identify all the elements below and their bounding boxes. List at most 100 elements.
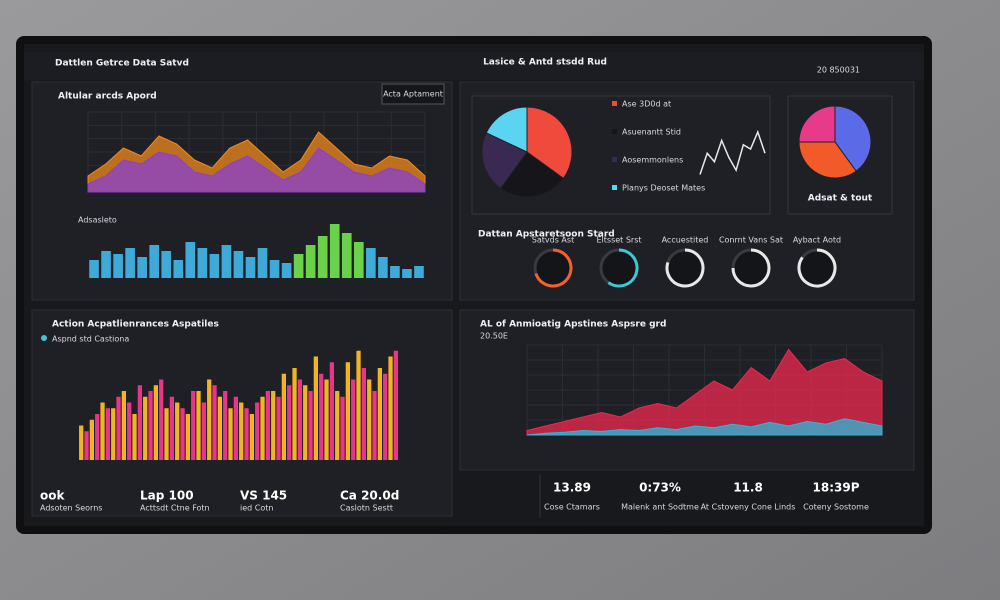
bar [260, 396, 265, 460]
bar [137, 257, 147, 278]
header-bar [24, 52, 924, 80]
stat-value: 18:39P [813, 481, 860, 495]
area [87, 147, 426, 193]
bar [116, 396, 121, 460]
bar [377, 368, 382, 460]
bar [281, 373, 286, 460]
bar [276, 396, 281, 460]
stat-label: Malenk ant Sodtme [621, 503, 699, 512]
header-right: 20 850031 [817, 66, 860, 75]
bar [95, 414, 100, 460]
bar [175, 402, 180, 460]
bar [228, 408, 233, 460]
stat-value: Ca 20.0d [340, 489, 399, 503]
bar [378, 257, 388, 278]
bar [361, 368, 366, 460]
gauge-label: Accuestited [662, 236, 709, 245]
button-label[interactable]: Acta Aptament [383, 90, 443, 99]
gauge-label: Conrnt Vans Sat [719, 236, 783, 245]
pie-slice [798, 141, 857, 179]
bar [367, 379, 372, 460]
bar [137, 385, 142, 460]
panel-title: Altular arcds Apord [58, 92, 157, 102]
bar [245, 257, 256, 278]
bar [149, 245, 160, 278]
legend-swatch [612, 157, 617, 162]
bar [233, 251, 244, 278]
line [699, 129, 766, 175]
bar [313, 356, 318, 460]
bar [340, 396, 345, 460]
bar [143, 396, 148, 460]
pie-slice [798, 105, 836, 143]
bar [239, 402, 244, 460]
bar [303, 385, 308, 460]
legend-label: Aosemmonlens [622, 156, 683, 165]
bar [191, 391, 196, 460]
bar [196, 391, 201, 460]
bar [293, 254, 304, 278]
bar [383, 373, 388, 460]
bar [366, 248, 376, 278]
bar [297, 379, 302, 460]
bar [329, 224, 340, 278]
gauge-label: Eltsset Srst [596, 236, 641, 245]
bar [101, 251, 111, 278]
bar [388, 356, 393, 460]
bar [305, 245, 316, 278]
legend-dot [41, 335, 47, 341]
stat-label: Adsoten Seorns [40, 504, 102, 513]
analysis-value: 20.50E [480, 332, 508, 341]
bar [281, 263, 292, 278]
bar [249, 414, 254, 460]
bar [341, 233, 352, 278]
area [526, 348, 883, 436]
bar [132, 414, 137, 460]
bar [414, 266, 424, 278]
stat-label: Caslotn Sestt [340, 504, 393, 513]
bar [390, 266, 400, 278]
bar [79, 425, 84, 460]
button[interactable] [381, 83, 445, 105]
bar [221, 245, 232, 278]
bar [324, 379, 329, 460]
stat-label: Cose Ctamars [544, 503, 600, 512]
gauge-label: Satvds Ast [532, 236, 574, 245]
bar [351, 379, 356, 460]
stat-label: ied Cotn [240, 504, 273, 513]
bar [372, 391, 377, 460]
bar [89, 260, 99, 278]
chart-label: Adsat & tout [808, 194, 873, 204]
gauge-arc [607, 248, 639, 288]
stat-value: 0:73% [639, 481, 681, 495]
bar [153, 385, 158, 460]
gauge-arc [731, 248, 771, 288]
bar [269, 260, 280, 278]
stat-value: 11.8 [733, 481, 763, 495]
bar [148, 391, 153, 460]
legend-swatch [612, 185, 617, 190]
bar [113, 254, 123, 278]
sub-panel [787, 95, 893, 215]
bar [207, 379, 212, 460]
bar [201, 402, 206, 460]
stat-label: Acttsdt Ctne Fotn [140, 504, 210, 513]
bar [212, 385, 217, 460]
bar [197, 248, 208, 278]
gauge-arc [534, 248, 573, 288]
bar [356, 350, 361, 460]
bar [185, 414, 190, 460]
bar [319, 373, 324, 460]
bar [329, 362, 334, 460]
bar [308, 391, 313, 460]
bar [393, 350, 398, 460]
pie-slice [485, 106, 528, 153]
chart-label: Adsasleto [78, 216, 117, 225]
bar [345, 362, 350, 460]
stat-value: ook [40, 489, 65, 503]
bar [209, 254, 220, 278]
bar [185, 242, 196, 278]
legend-label: Aspnd std Castiona [52, 335, 129, 344]
pie-slice [526, 106, 573, 180]
